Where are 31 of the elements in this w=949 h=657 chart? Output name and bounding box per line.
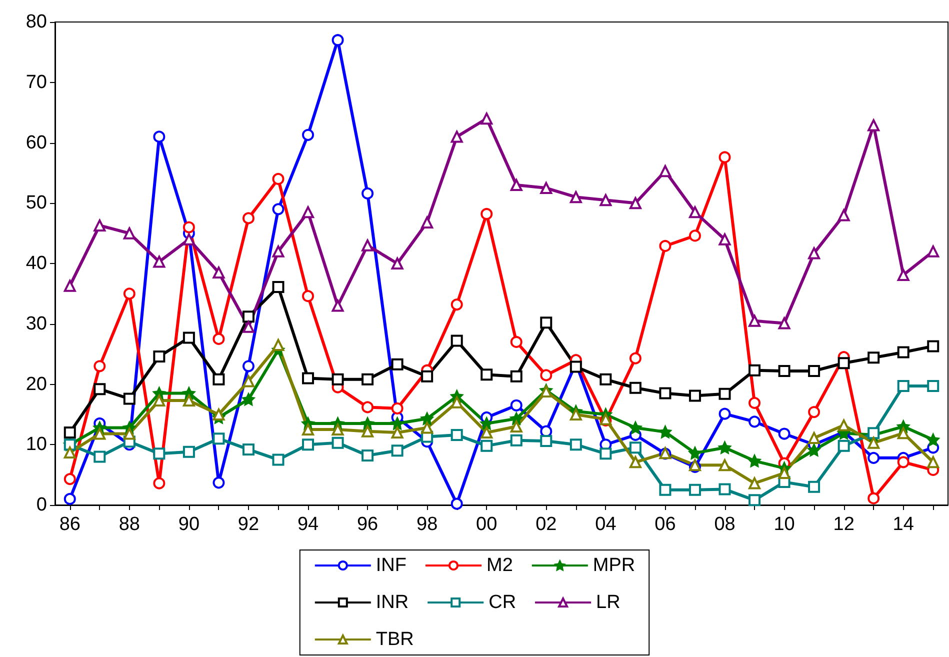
legend-label: LR bbox=[596, 592, 620, 613]
x-tick-label: 88 bbox=[118, 514, 140, 535]
legend-label: M2 bbox=[486, 555, 513, 576]
x-tick-label: 12 bbox=[833, 514, 854, 535]
y-tick-label: 60 bbox=[26, 132, 47, 154]
x-tick-label: 14 bbox=[892, 514, 914, 535]
x-tick-label: 08 bbox=[714, 514, 736, 535]
y-tick-label: 40 bbox=[26, 253, 47, 274]
y-tick-label: 30 bbox=[26, 313, 47, 334]
legend-label: MPR bbox=[592, 555, 636, 576]
y-tick-label: 0 bbox=[36, 494, 47, 516]
x-tick-label: 00 bbox=[476, 514, 498, 535]
x-tick-label: 96 bbox=[356, 514, 378, 535]
legend-label: INR bbox=[376, 592, 409, 613]
x-tick-label: 98 bbox=[416, 514, 438, 535]
legend-label: CR bbox=[488, 592, 516, 613]
x-tick-label: 04 bbox=[595, 514, 617, 535]
legend-label: INF bbox=[376, 555, 406, 576]
x-tick-label: 86 bbox=[59, 514, 80, 535]
x-tick-label: 06 bbox=[654, 514, 676, 535]
x-tick-label: 02 bbox=[536, 514, 557, 535]
y-tick-label: 20 bbox=[26, 374, 47, 395]
y-tick-label: 70 bbox=[26, 72, 47, 93]
legend-label: TBR bbox=[376, 629, 414, 650]
y-tick-label: 50 bbox=[26, 192, 47, 214]
x-tick-label: 90 bbox=[178, 514, 200, 535]
x-tick-label: 10 bbox=[774, 514, 795, 535]
y-tick-label: 10 bbox=[26, 434, 47, 456]
x-tick-label: 92 bbox=[238, 514, 260, 535]
x-tick-label: 94 bbox=[297, 514, 320, 535]
y-tick-label: 80 bbox=[26, 12, 47, 32]
